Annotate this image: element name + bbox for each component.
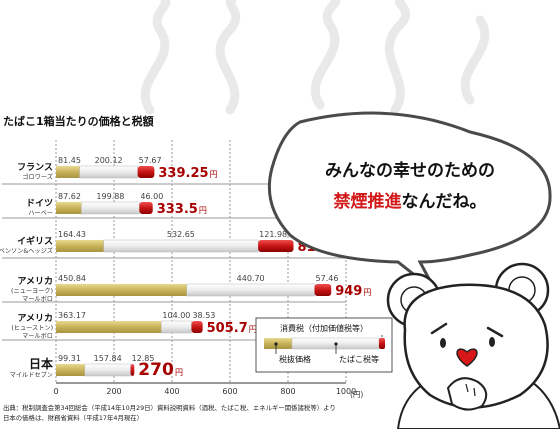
source-line-1: 出典：税制調査会第34回総会（平成14年10月29日）資料説明資料（酒税、たばこ…	[3, 403, 336, 412]
category-sub-5-0: マイルドセブン	[10, 371, 53, 379]
bubble-line-2: 禁煙推進なんだね。	[334, 191, 487, 212]
value-label-red-2: 121.98	[259, 230, 287, 239]
value-label-red-1: 46.00	[140, 192, 163, 201]
bear-eye-left	[440, 338, 446, 348]
category-name-2: イギリス	[17, 235, 53, 247]
value-label-red-0: 57.67	[139, 156, 162, 165]
value-label-red-3: 57.46	[316, 274, 339, 283]
bar-tan-3	[56, 284, 187, 296]
bar-red-0	[137, 166, 155, 178]
value-label-tan-2: 164.43	[58, 230, 86, 239]
value-label-tan-5: 99.31	[58, 354, 81, 363]
category-sub-3-1: マールボロ	[22, 295, 53, 303]
value-label-tan-4: 363.17	[58, 311, 86, 320]
bar-red-3	[314, 284, 332, 296]
bar-tan-1	[56, 202, 82, 214]
x-tick-600: 600	[222, 387, 237, 396]
category-labels-layer: フランスゴロワーズドイツハーベーイギリスベンソン&ヘッジズアメリカ(ニューヨーク…	[0, 162, 53, 379]
bubble-line-1: みんなの幸せのための	[325, 160, 495, 181]
total-label-3: 949	[335, 284, 362, 299]
category-sub-3-0: (ニューヨーク)	[11, 288, 53, 295]
x-tick-200: 200	[106, 387, 121, 396]
value-label-red-5: 12.85	[132, 354, 155, 363]
bar-white-0	[79, 165, 138, 179]
x-axis-unit: (円)	[350, 390, 363, 399]
legend-bar-red	[379, 338, 385, 349]
x-tick-800: 800	[280, 387, 295, 396]
total-unit-0: 円	[210, 170, 218, 179]
category-name-0: フランス	[17, 162, 53, 173]
bear-eyebrow-right	[486, 326, 504, 338]
bear-paw	[446, 377, 488, 411]
bar-tan-0	[56, 166, 80, 178]
total-unit-1: 円	[199, 206, 207, 215]
x-ticks-layer: 0 200 400 600 800 1000	[53, 387, 356, 396]
value-label-white-4: 104.00	[162, 311, 190, 320]
bar-red-2	[258, 240, 294, 252]
bear-head	[403, 283, 549, 409]
value-label-tan-1: 87.62	[58, 192, 81, 201]
x-tick-400: 400	[164, 387, 179, 396]
legend-top-label: 消費税（付加価値税等）	[280, 323, 368, 333]
bar-tan-5	[56, 364, 85, 376]
category-sub-1-0: ハーベー	[28, 210, 53, 217]
bar-white-5	[84, 363, 131, 377]
value-label-white-3: 440.70	[237, 274, 265, 283]
speech-bubble: みんなの幸せのための 禁煙推進なんだね。	[267, 111, 552, 294]
category-sub-4-0: (ヒューストン)	[11, 325, 53, 332]
value-label-white-2: 532.65	[167, 230, 195, 239]
bars-layer	[56, 165, 332, 377]
bar-red-5	[130, 364, 135, 376]
bear-heart-nose	[456, 348, 478, 367]
chart-title: たばこ1箱当たりの価格と税額	[3, 114, 154, 128]
value-label-white-5: 157.84	[94, 354, 122, 363]
value-label-tan-3: 450.84	[58, 274, 86, 283]
bar-tan-2	[56, 240, 104, 252]
category-name-4: アメリカ	[17, 313, 53, 324]
total-label-1: 333.5	[157, 202, 198, 217]
category-sub-4-1: マールボロ	[22, 332, 53, 340]
bar-white-2	[103, 239, 259, 253]
value-label-red-4: 38.53	[192, 311, 215, 320]
bar-red-1	[139, 202, 153, 214]
value-label-white-1: 199.88	[96, 192, 124, 201]
bar-white-3	[186, 283, 315, 297]
value-label-tan-0: 81.45	[58, 156, 81, 165]
category-name-5: 日本	[29, 356, 53, 371]
bear-eyebrow-left	[430, 322, 448, 335]
bear-eye-right	[489, 337, 495, 347]
category-sub-0-0: ゴロワーズ	[22, 173, 53, 181]
total-label-4: 505.7	[207, 321, 248, 336]
value-labels-layer: 81.45 200.12 57.67 87.62 199.88 46.00 164.43 53…	[58, 156, 338, 363]
total-label-5: 270	[138, 360, 174, 380]
value-label-white-0: 200.12	[95, 156, 123, 165]
bar-white-1	[81, 201, 140, 215]
total-unit-3: 円	[363, 288, 371, 297]
bubble-line-2-rest: なんだね。	[402, 192, 487, 212]
legend-left-label: 税抜価格	[279, 354, 311, 364]
category-name-3: アメリカ	[17, 276, 53, 287]
total-unit-4: 円	[249, 325, 257, 334]
x-tick-0: 0	[53, 387, 58, 396]
bar-tan-4	[56, 321, 162, 333]
category-sub-2-0: ベンソン&ヘッジズ	[0, 247, 53, 255]
bubble-shape	[267, 111, 552, 294]
bar-red-4	[191, 321, 203, 333]
legend-right-label: たばこ税等	[339, 354, 379, 364]
total-label-0: 339.25	[158, 166, 208, 181]
legend-bar-tan	[264, 338, 292, 349]
category-name-1: ドイツ	[26, 198, 53, 209]
total-unit-5: 円	[175, 368, 183, 377]
smoke-decoration	[140, 0, 490, 115]
bubble-emphasis: 禁煙推進	[334, 191, 402, 212]
legend: 消費税（付加価値税等） 税抜価格 たばこ税等	[255, 317, 393, 373]
source-line-2: 日本の価格は、財務省資料（平成17年4月現在）	[3, 413, 143, 422]
bar-white-4	[161, 320, 192, 334]
x-tick-1000: 1000	[336, 387, 356, 396]
polar-bear-mascot	[386, 262, 560, 429]
